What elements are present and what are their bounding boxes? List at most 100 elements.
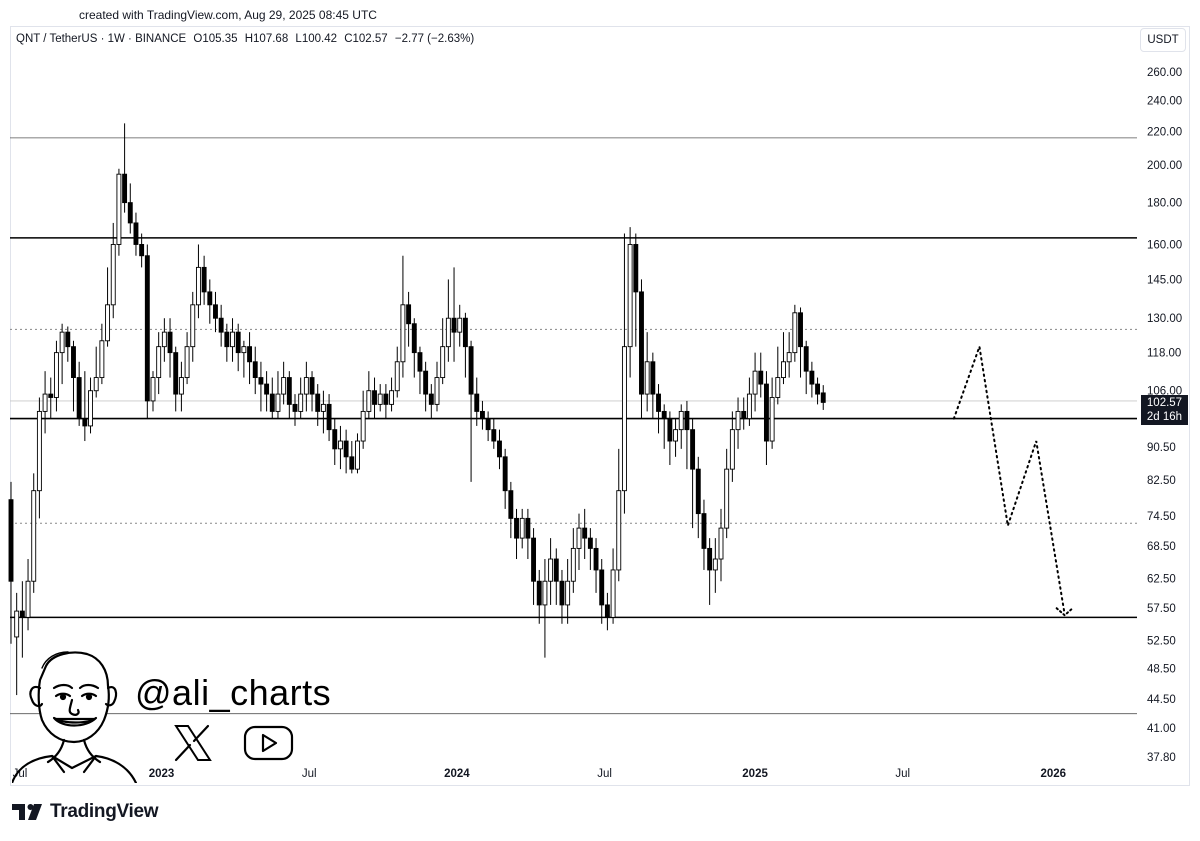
y-tick-label: 260.00 <box>1147 67 1182 79</box>
y-tick-label: 57.50 <box>1147 603 1176 615</box>
candle <box>758 352 764 398</box>
candle-body <box>360 410 366 442</box>
candle <box>451 267 457 362</box>
candle-body <box>31 490 37 582</box>
candle-body <box>491 429 497 442</box>
candle-body <box>264 383 270 395</box>
y-tick-label: 74.50 <box>1147 511 1176 523</box>
candle <box>661 404 667 449</box>
candle <box>332 418 338 465</box>
currency-button[interactable]: USDT <box>1140 28 1186 52</box>
y-tick-label: 82.50 <box>1147 475 1176 487</box>
candle <box>213 291 218 333</box>
youtube-icon[interactable] <box>243 724 295 762</box>
candle <box>775 346 781 405</box>
y-tick-label: 48.50 <box>1147 663 1176 675</box>
candle-body <box>65 331 71 348</box>
candle-body <box>587 537 593 549</box>
candle-body <box>207 291 213 306</box>
candle-body <box>218 317 224 333</box>
candle-body <box>195 266 201 306</box>
created-with-label: created with TradingView.com, Aug 29, 20… <box>79 8 377 22</box>
y-tick-label: 68.50 <box>1147 541 1176 553</box>
candle-body <box>815 383 821 395</box>
candle-body <box>690 429 696 470</box>
candle <box>36 397 42 519</box>
candle <box>690 418 696 529</box>
candle <box>42 371 48 434</box>
candle-body <box>746 393 752 420</box>
candle-body <box>349 456 355 470</box>
candle-body <box>457 317 463 333</box>
candle <box>741 397 747 430</box>
candle <box>525 508 531 560</box>
x-tick-label: 2026 <box>1040 768 1066 780</box>
x-tick-label: Jul <box>597 768 612 780</box>
candle-body <box>88 390 93 427</box>
candle <box>639 279 644 419</box>
candle-body <box>781 361 786 379</box>
candle <box>281 361 287 405</box>
candle <box>792 304 798 362</box>
candle-body <box>809 370 815 385</box>
candle-body <box>553 558 559 582</box>
candle-body <box>343 440 349 458</box>
candle <box>133 212 139 256</box>
candle <box>315 384 321 426</box>
candle <box>644 332 650 412</box>
x-tick-label: Jul <box>302 768 317 780</box>
candle <box>349 441 355 474</box>
candle <box>178 361 184 412</box>
candle-body <box>411 323 417 354</box>
author-handle[interactable]: @ali_charts <box>135 672 332 713</box>
candle <box>264 371 270 412</box>
candle-body <box>565 580 571 606</box>
candle <box>360 390 366 449</box>
y-tick-label: 118.00 <box>1147 348 1181 360</box>
candle-body <box>326 403 332 431</box>
tradingview-logo-icon <box>12 804 42 820</box>
x-tick-label: 2023 <box>149 768 175 780</box>
candle <box>621 233 627 514</box>
candle <box>161 318 167 362</box>
candle <box>343 429 349 474</box>
candle <box>286 371 292 419</box>
candle-body <box>230 331 235 348</box>
candle-body <box>184 346 190 379</box>
candle-body <box>650 361 656 395</box>
candle <box>485 411 491 442</box>
chart-frame <box>10 26 1190 786</box>
candle <box>76 361 82 426</box>
candle-body <box>298 393 304 412</box>
candle-body <box>42 393 48 412</box>
candle <box>14 592 20 696</box>
candle <box>542 559 548 658</box>
candle <box>269 377 275 419</box>
candle <box>519 508 525 549</box>
candle-body <box>213 304 218 319</box>
candle <box>531 528 537 605</box>
candle <box>372 377 377 419</box>
candle-body <box>25 580 31 618</box>
candle-body <box>93 377 99 392</box>
candle <box>337 425 343 470</box>
candle <box>122 123 128 213</box>
candle-body <box>144 255 150 402</box>
price-change: −2.77 (−2.63%) <box>394 33 475 45</box>
candle <box>491 418 497 449</box>
candle-body <box>8 499 14 582</box>
candle-body <box>247 346 253 363</box>
candle <box>298 377 304 419</box>
candle-body <box>201 266 207 293</box>
symbol-name[interactable]: QNT / TetherUS · 1W · BINANCE <box>16 33 187 45</box>
candle <box>303 361 309 412</box>
candle <box>553 548 559 605</box>
candle <box>201 255 207 305</box>
y-tick-label: 130.00 <box>1147 313 1182 325</box>
tradingview-branding[interactable]: TradingView <box>12 801 159 823</box>
candle-body <box>752 370 758 395</box>
candle-body <box>82 418 88 427</box>
y-tick-label: 106.00 <box>1147 386 1182 398</box>
x-twitter-icon[interactable] <box>172 723 214 763</box>
